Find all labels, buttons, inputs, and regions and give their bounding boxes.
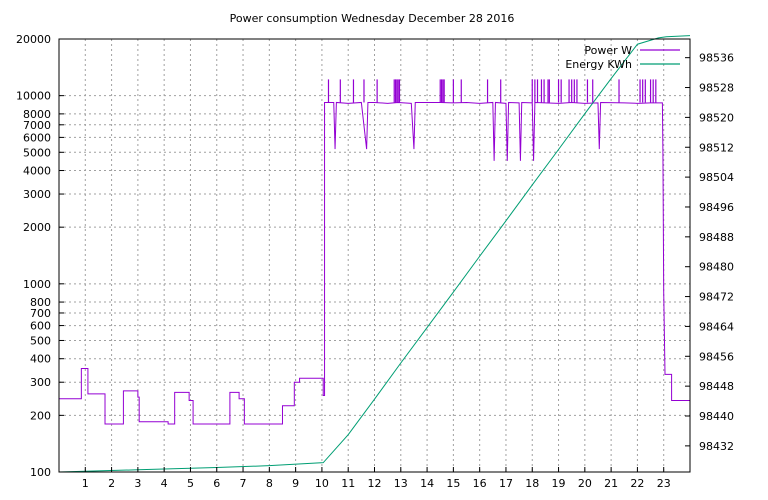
y-left-tick-label: 10000	[16, 90, 51, 103]
y-left-tick-label: 7000	[23, 119, 51, 132]
y-left-tick-label: 500	[30, 334, 51, 347]
x-tick-label: 19	[552, 477, 566, 490]
x-tick-label: 18	[525, 477, 539, 490]
x-tick-label: 20	[578, 477, 592, 490]
x-tick-label: 21	[604, 477, 618, 490]
x-tick-label: 16	[473, 477, 487, 490]
x-tick-label: 12	[368, 477, 382, 490]
x-tick-label: 22	[630, 477, 644, 490]
y-left-tick-label: 600	[30, 320, 51, 333]
x-tick-label: 17	[499, 477, 513, 490]
y-left-tick-label: 4000	[23, 165, 51, 178]
y-left-tick-label: 5000	[23, 146, 51, 159]
x-tick-label: 2	[108, 477, 115, 490]
y-right-tick-label: 98488	[699, 231, 734, 244]
y-right-tick-label: 98432	[699, 440, 734, 453]
x-tick-label: 3	[134, 477, 141, 490]
series-line-energy	[58, 35, 691, 473]
y-right-tick-label: 98448	[699, 380, 734, 393]
x-tick-label: 13	[394, 477, 408, 490]
y-left-tick-label: 700	[30, 307, 51, 320]
series-line-power	[59, 101, 690, 425]
y-left-tick-label: 2000	[23, 221, 51, 234]
x-tick-label: 7	[240, 477, 247, 490]
y-right-tick-label: 98480	[699, 261, 734, 274]
x-tick-label: 23	[657, 477, 671, 490]
x-tick-label: 5	[187, 477, 194, 490]
y-right-tick-label: 98520	[699, 111, 734, 124]
y-left-tick-label: 1000	[23, 278, 51, 291]
legend-label-energy: Energy KWh	[565, 58, 632, 71]
y-right-tick-label: 98528	[699, 82, 734, 95]
y-left-tick-label: 400	[30, 353, 51, 366]
x-tick-label: 11	[341, 477, 355, 490]
grid	[59, 39, 690, 472]
chart-title: Power consumption Wednesday December 28 …	[230, 12, 515, 25]
y-left-tick-label: 300	[30, 376, 51, 389]
y-left-tick-label: 3000	[23, 188, 51, 201]
y-left-tick-label: 8000	[23, 108, 51, 121]
x-tick-label: 9	[292, 477, 299, 490]
y-right-tick-label: 98472	[699, 291, 734, 304]
y-left-tick-label: 20000	[16, 33, 51, 46]
y-left-tick-label: 100	[30, 466, 51, 479]
x-tick-label: 15	[446, 477, 460, 490]
x-tick-label: 6	[213, 477, 220, 490]
y-left-tick-label: 800	[30, 296, 51, 309]
x-tick-label: 8	[266, 477, 273, 490]
x-tick-label: 1	[82, 477, 89, 490]
y-left-tick-label: 200	[30, 409, 51, 422]
series-lines	[58, 35, 691, 473]
y-right-tick-label: 98496	[699, 201, 734, 214]
y-right-tick-label: 98464	[699, 320, 734, 333]
x-tick-label: 14	[420, 477, 434, 490]
y-right-tick-label: 98512	[699, 141, 734, 154]
y-right-tick-label: 98456	[699, 350, 734, 363]
y-right-tick-label: 98440	[699, 410, 734, 423]
x-tick-label: 10	[315, 477, 329, 490]
legend-label-power: Power W	[584, 44, 632, 57]
legend: Power W Energy KWh	[565, 44, 680, 71]
axes: 1 2 3 4 5 6 7 8 9 10 11 12 13 14 15 16 17 18 19 20 21 22 23100…	[16, 33, 734, 490]
y-right-tick-label: 98536	[699, 52, 734, 65]
y-left-tick-label: 6000	[23, 131, 51, 144]
x-tick-label: 4	[161, 477, 168, 490]
y-right-tick-label: 98504	[699, 171, 734, 184]
